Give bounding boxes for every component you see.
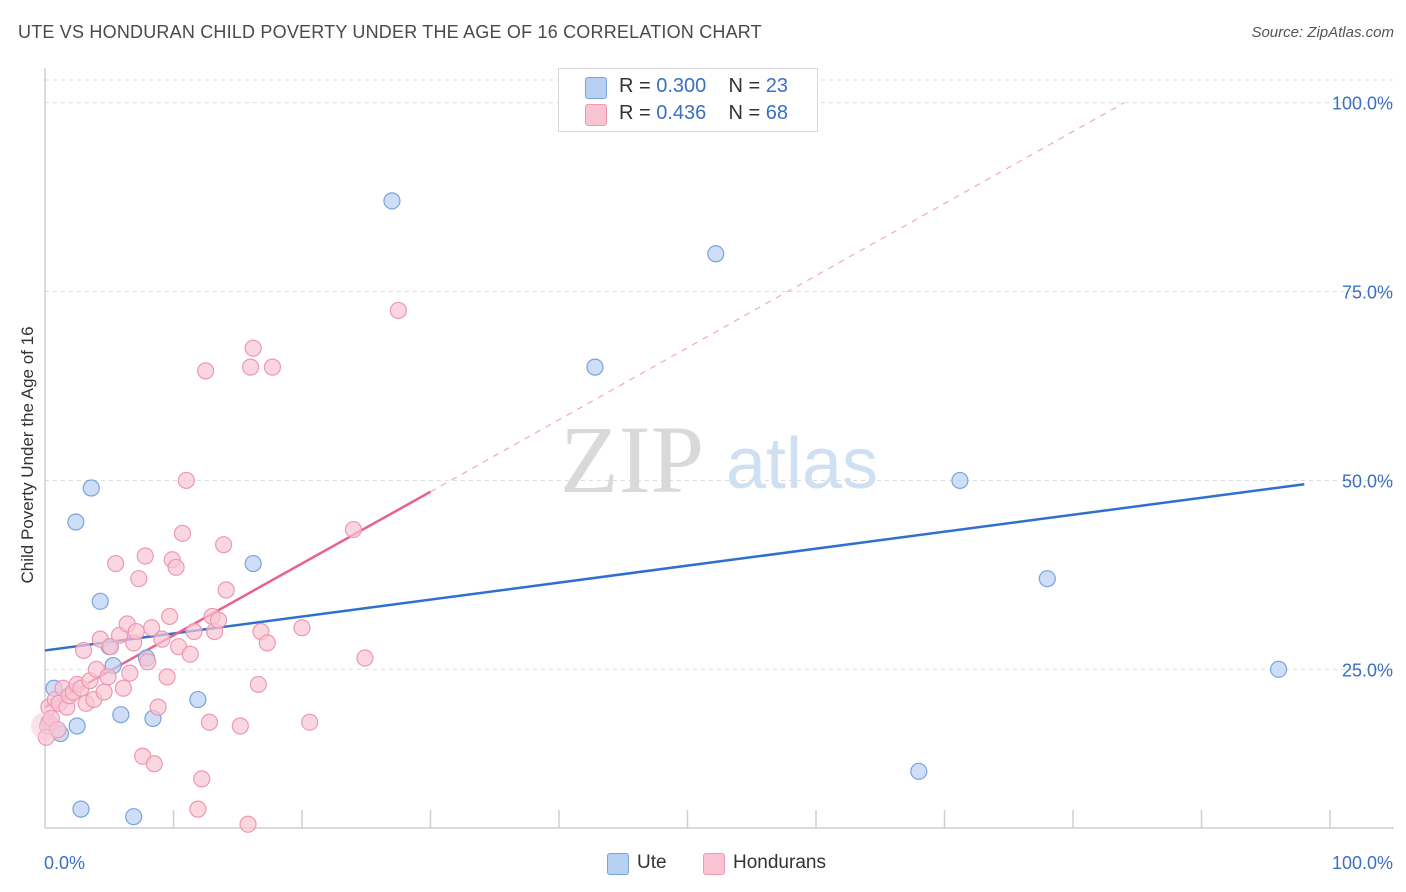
ute-point-7 — [91, 592, 109, 610]
x-tick-label-max: 100.0% — [1332, 853, 1393, 873]
x-tick-label-min: 0.0% — [44, 853, 85, 873]
honduran-point-60 — [263, 358, 282, 376]
ute-n-value: 23 — [765, 75, 789, 97]
watermark: ZIP atlas — [560, 406, 878, 513]
watermark-atlas: atlas — [726, 424, 878, 504]
trend-line-ute-0 — [44, 482, 1305, 652]
honduran-point-52 — [217, 581, 235, 599]
ute-point-18 — [707, 245, 725, 263]
honduran-point-54 — [239, 815, 257, 833]
bottom-ute-label: Ute — [637, 852, 667, 873]
y-axis-label: Child Poverty Under the Age of 16 — [18, 326, 37, 584]
honduran-point-33 — [149, 698, 167, 716]
honduran-point-47 — [200, 713, 219, 731]
y-tick-label-0: 100.0% — [1332, 94, 1393, 114]
bottom-legend: Ute Hondurans — [0, 852, 1406, 878]
legend: R = 0.300 N = 23 R = 0.436 N = 68 — [558, 68, 818, 132]
honduran-point-46 — [197, 362, 215, 380]
honduran-point-11 — [74, 641, 93, 660]
bottom-hondurans-label: Hondurans — [733, 852, 826, 873]
honduran-point-64 — [356, 649, 374, 667]
honduran-point-31 — [143, 619, 161, 637]
honduran-point-36 — [161, 607, 179, 626]
watermark-zip: ZIP — [560, 406, 704, 513]
honduran-point-55 — [242, 358, 260, 376]
chart-title: UTE VS HONDURAN CHILD POVERTY UNDER THE … — [18, 22, 762, 42]
ute-point-10 — [112, 706, 130, 724]
honduran-point-38 — [167, 558, 185, 576]
y-tick-label-2: 50.0% — [1342, 471, 1393, 491]
honduran-cluster-point — [31, 712, 59, 740]
honduran-point-63 — [344, 520, 362, 539]
hondurans-n-label: N = — [728, 102, 761, 124]
ute-r-value: 0.300 — [656, 75, 707, 97]
honduran-point-19 — [101, 638, 120, 656]
honduran-point-40 — [173, 524, 192, 542]
bottom-ute-swatch — [607, 853, 629, 875]
honduran-point-18 — [99, 668, 117, 686]
honduran-point-42 — [181, 645, 199, 663]
hondurans-r-value: 0.436 — [656, 102, 707, 124]
y-tick-label-3: 25.0% — [1342, 660, 1393, 680]
honduran-point-56 — [244, 339, 262, 357]
bottom-hondurans-swatch — [703, 853, 725, 875]
ute-point-14 — [189, 690, 207, 709]
ute-point-6 — [82, 479, 100, 497]
ute-point-22 — [1269, 660, 1288, 678]
honduran-point-57 — [249, 675, 267, 694]
ute-r-label: R = — [619, 75, 651, 97]
ute-n-label: N = — [728, 75, 761, 97]
ute-point-17 — [586, 358, 604, 376]
honduran-point-32 — [145, 755, 163, 773]
ute-point-19 — [910, 762, 928, 780]
honduran-point-41 — [177, 471, 195, 490]
honduran-point-24 — [121, 664, 139, 682]
honduran-point-17 — [95, 683, 113, 701]
hondurans-swatch — [585, 104, 607, 126]
honduran-point-30 — [139, 653, 157, 671]
ute-point-5 — [72, 800, 90, 818]
ute-point-4 — [68, 717, 86, 735]
source-label: Source: ZipAtlas.com — [1251, 24, 1394, 41]
ute-point-15 — [244, 554, 262, 573]
honduran-point-20 — [107, 554, 125, 573]
honduran-point-53 — [231, 717, 249, 735]
honduran-point-27 — [130, 570, 148, 588]
ute-swatch — [585, 77, 607, 99]
honduran-point-26 — [127, 622, 145, 641]
honduran-point-61 — [293, 619, 311, 637]
honduran-point-34 — [153, 630, 171, 648]
honduran-point-65 — [389, 301, 407, 320]
honduran-point-59 — [258, 634, 276, 652]
ute-point-11 — [125, 808, 143, 826]
hondurans-r-label: R = — [619, 102, 651, 124]
honduran-point-22 — [114, 679, 132, 697]
ute-point-20 — [951, 471, 969, 490]
honduran-point-50 — [209, 611, 228, 629]
ute-point-3 — [67, 513, 85, 531]
honduran-point-35 — [158, 668, 176, 686]
y-tick-label-1: 75.0% — [1342, 283, 1393, 303]
ute-point-16 — [383, 192, 401, 210]
honduran-point-45 — [193, 770, 211, 788]
honduran-point-62 — [301, 713, 319, 731]
honduran-point-43 — [185, 622, 203, 641]
honduran-point-51 — [215, 536, 233, 554]
hondurans-n-value: 68 — [765, 102, 789, 124]
ute-point-21 — [1038, 570, 1056, 588]
trend-line-hondurans-2 — [430, 102, 1125, 493]
honduran-point-29 — [136, 547, 154, 565]
honduran-point-44 — [189, 800, 207, 818]
